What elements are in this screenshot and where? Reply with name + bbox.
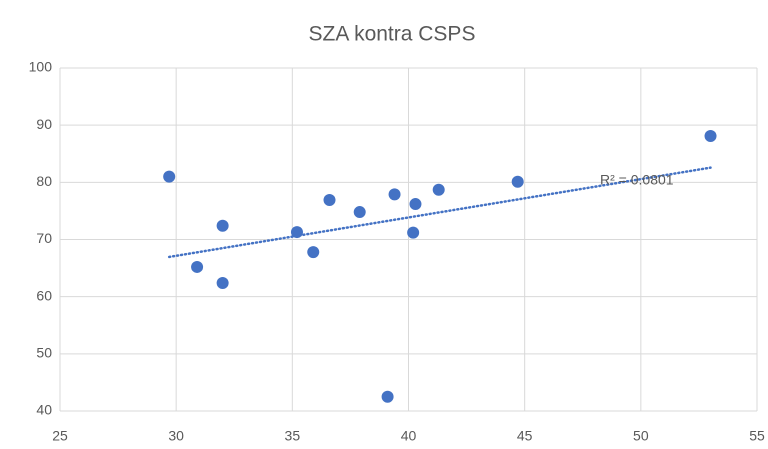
y-tick-label: 80: [36, 173, 52, 189]
point: [353, 206, 366, 219]
point: [216, 276, 229, 289]
y-tick-label: 40: [36, 402, 52, 418]
x-tick-label: 25: [52, 428, 68, 444]
x-tick-label: 40: [401, 428, 417, 444]
chart-title: SZA kontra CSPS: [309, 23, 476, 46]
trendline: [167, 166, 712, 259]
y-tick-label: 60: [36, 287, 52, 303]
x-tick-label: 35: [285, 428, 301, 444]
point: [511, 175, 524, 188]
point: [407, 226, 420, 239]
x-tick-label: 50: [633, 428, 649, 444]
point: [388, 188, 401, 201]
point: [409, 198, 422, 211]
x-tick-label: 55: [749, 428, 765, 444]
point: [307, 246, 320, 259]
y-tick-label: 100: [29, 59, 53, 75]
point: [163, 170, 176, 183]
y-tick-label: 50: [36, 345, 52, 361]
point: [216, 219, 229, 232]
point: [290, 226, 303, 239]
point: [191, 260, 204, 273]
x-tick-label: 45: [517, 428, 533, 444]
x-tick-label: 30: [168, 428, 184, 444]
point: [323, 194, 336, 207]
point: [381, 390, 394, 403]
point: [704, 130, 717, 143]
trendline-annotation: R² = 0.0801: [600, 172, 674, 188]
y-tick-label: 90: [36, 116, 52, 132]
point: [432, 183, 445, 196]
y-tick-label: 70: [36, 230, 52, 246]
